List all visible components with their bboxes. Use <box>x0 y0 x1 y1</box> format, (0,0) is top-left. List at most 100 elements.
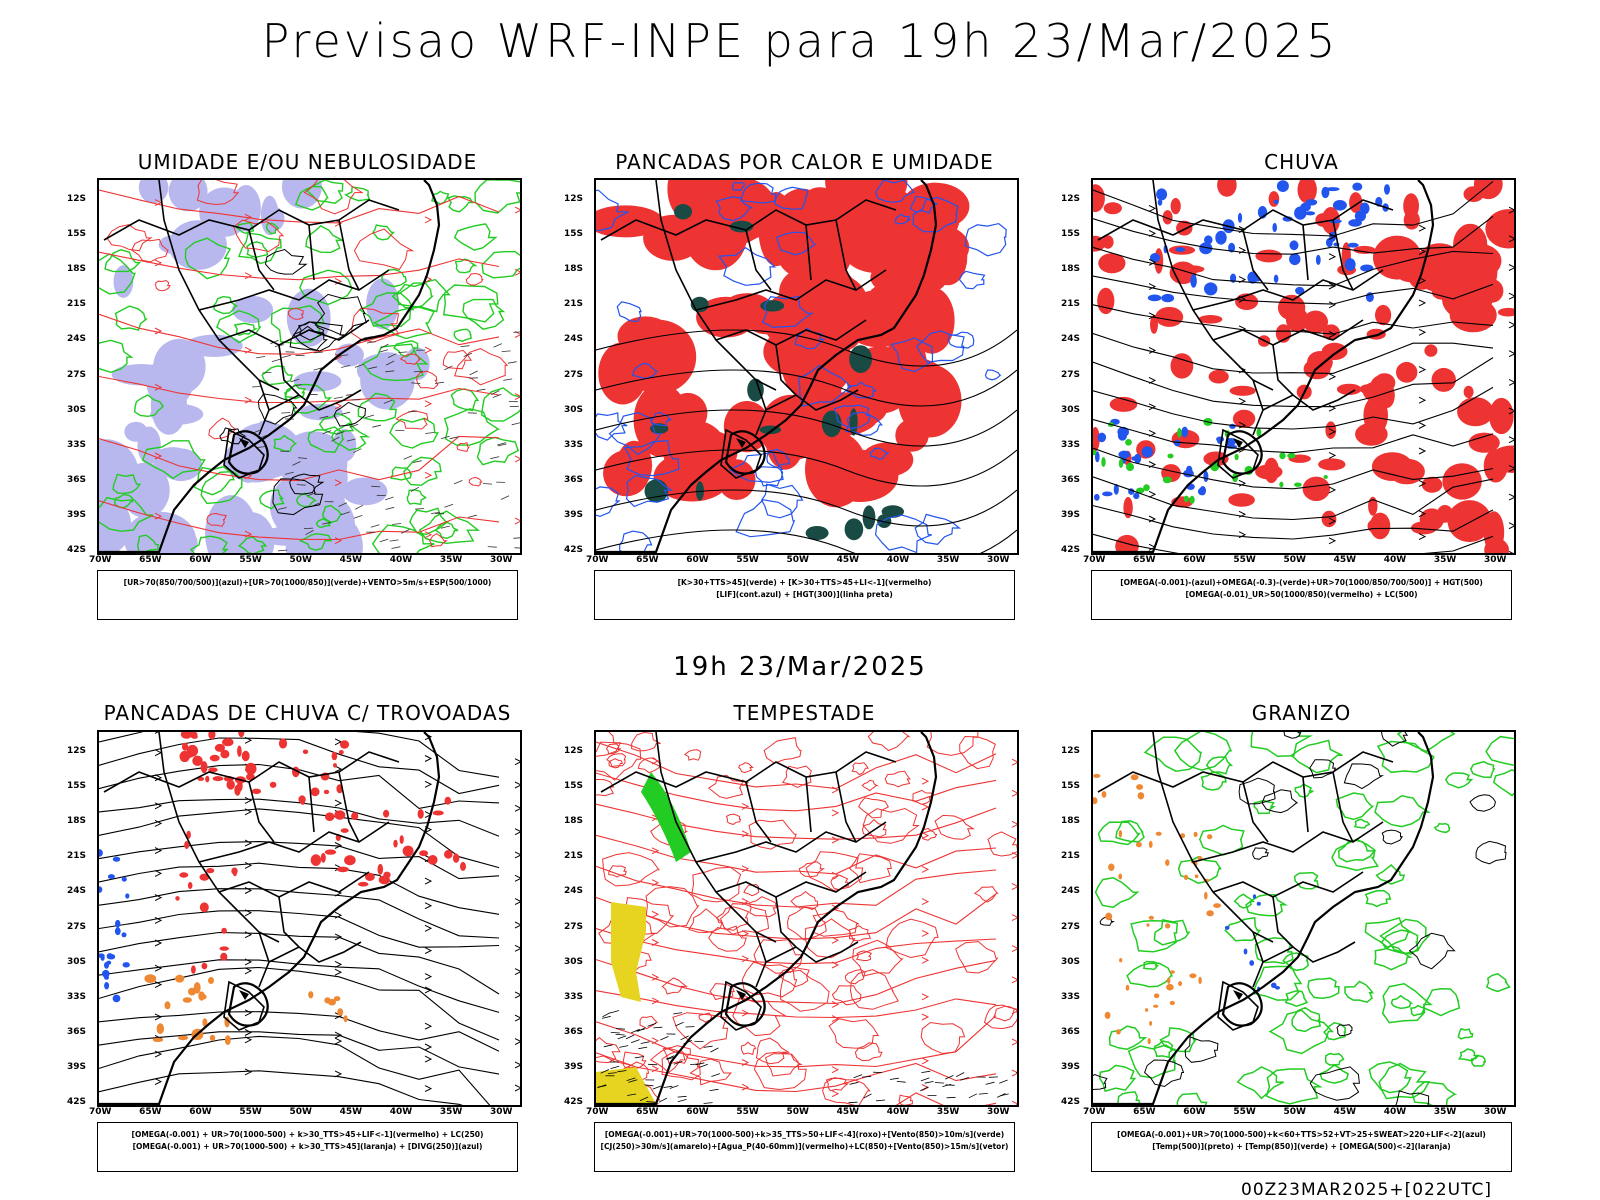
rain-shade-red <box>1198 315 1223 324</box>
panel-legend: [OMEGA(-0.001)-(azul)+OMEGA(-0.3)-(verde… <box>1091 570 1512 620</box>
streamline-arrow <box>831 809 840 817</box>
wind-vector <box>703 1045 713 1048</box>
streamline-arrow <box>424 755 433 762</box>
rain-shade-green <box>1279 481 1284 488</box>
streamline-arrow <box>514 898 520 906</box>
latitude-tick-label: 42S <box>564 1097 584 1107</box>
instability-shade <box>842 384 889 426</box>
streamline-arrow <box>921 1057 930 1065</box>
wind-vector <box>646 1101 656 1103</box>
streamline-arrow <box>651 939 660 946</box>
legend-line: [OMEGA(-0.001)-(azul)+OMEGA(-0.3)-(verde… <box>1120 578 1483 587</box>
rain-shade-blue <box>1203 470 1209 483</box>
rain-shade-green <box>1287 452 1296 459</box>
pressure-contour <box>289 325 328 352</box>
thunder-shade-orange <box>208 977 214 984</box>
streamline-arrow <box>514 1038 520 1046</box>
wind-vector <box>379 349 389 353</box>
wind-vector <box>296 484 306 486</box>
thunder-shade-red <box>298 795 306 804</box>
water-contour <box>828 1018 880 1049</box>
longitude-tick-label: 70W <box>586 555 609 565</box>
rain-shade-red <box>1169 261 1197 285</box>
wind-vector <box>709 1088 719 1091</box>
pressure-contour <box>272 478 324 516</box>
water-contour <box>748 896 778 918</box>
temp850-contour <box>1444 772 1474 789</box>
temp850-contour <box>1433 822 1451 834</box>
rain-shade-green <box>1294 482 1302 487</box>
wind-vector <box>920 1077 930 1082</box>
humidity-contour <box>133 394 165 418</box>
humidity-shade <box>232 296 274 324</box>
lif-contour <box>728 451 784 484</box>
lif-contour <box>797 364 853 407</box>
wind-vector <box>385 360 395 366</box>
temp500-contour <box>1309 1066 1360 1101</box>
streamline-arrow <box>921 1084 930 1091</box>
omega-shade-orange <box>1093 797 1098 805</box>
temp500-contour <box>1309 759 1337 779</box>
water-contour <box>926 732 979 756</box>
temp850-contour <box>1268 1009 1334 1055</box>
streamline-arrow <box>514 944 520 952</box>
water-contour <box>684 749 702 761</box>
streamline <box>596 1052 997 1093</box>
wind-vector <box>876 1099 886 1102</box>
rain-shade-red <box>1355 422 1388 446</box>
latitude-tick-label: 24S <box>67 334 87 345</box>
streamline <box>99 189 500 224</box>
streamline <box>99 862 500 915</box>
hail-shade-blue <box>1249 960 1255 966</box>
longitude-tick-label: 70W <box>1083 1107 1106 1117</box>
latitude-tick-label: 30S <box>564 956 584 967</box>
uruguay-border <box>1221 982 1263 1027</box>
thunder-shade-red <box>220 749 230 759</box>
streamline-arrow <box>651 910 660 918</box>
streamline-arrow <box>244 1068 253 1076</box>
latitude-tick-label: 21S <box>564 851 584 862</box>
latitude-tick-label: 12S <box>564 746 584 756</box>
streamline <box>1093 386 1494 430</box>
streamline-arrow <box>424 216 433 224</box>
longitude-tick-label: 60W <box>686 1107 709 1117</box>
streamline-arrow <box>334 1070 343 1078</box>
humidity-shade <box>113 265 134 298</box>
streamline-arrow <box>1418 422 1427 429</box>
omega-shade-orange <box>1204 891 1208 900</box>
streamline-arrow <box>1011 820 1017 828</box>
thunder-shade-red <box>334 810 346 820</box>
rain-shade-red <box>1097 287 1115 315</box>
wind-vector <box>999 1079 1008 1084</box>
water-contour <box>779 969 830 1012</box>
streamline-arrow <box>334 765 343 773</box>
streamline-arrow <box>244 1029 253 1036</box>
latitude-tick-label: 21S <box>1061 299 1081 310</box>
humidity-contour <box>184 237 232 280</box>
wind-vector <box>675 1021 684 1027</box>
water-contour <box>862 807 920 844</box>
longitude-tick-label: 65W <box>636 1107 659 1117</box>
streamline-arrow <box>1328 233 1337 240</box>
wind-vector <box>407 410 417 413</box>
wind-vector <box>631 1028 640 1034</box>
rain-shade-blue <box>1229 423 1236 429</box>
lif-contour <box>616 301 642 323</box>
lif-contour <box>625 474 674 508</box>
longitude-tick-label: 40W <box>886 1107 910 1117</box>
divergence-blue <box>112 994 121 1003</box>
latitude-tick-label: 12S <box>67 194 87 204</box>
lif-contour <box>958 270 986 290</box>
divergence-blue <box>115 919 121 928</box>
rain-shade-blue <box>1215 230 1227 245</box>
longitude-tick-label: 45W <box>339 555 363 565</box>
divergence-blue <box>107 953 116 960</box>
rain-shade-red <box>1411 521 1437 535</box>
streamline-arrow <box>154 916 163 924</box>
political-border <box>755 344 797 396</box>
coastline <box>99 732 441 1105</box>
streamline-arrow <box>921 898 930 906</box>
longitude-tick-label: 45W <box>339 1107 363 1117</box>
temp850-contour <box>1245 894 1289 917</box>
streamline-arrow <box>514 1014 520 1022</box>
